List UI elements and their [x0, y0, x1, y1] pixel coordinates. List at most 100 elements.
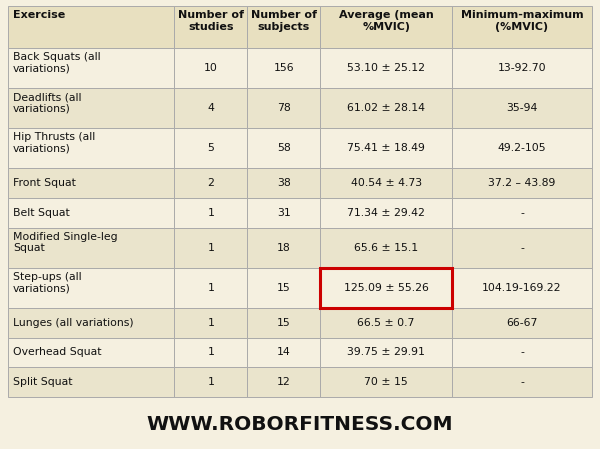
- Text: Split Squat: Split Squat: [13, 377, 73, 387]
- Bar: [247, 228, 320, 268]
- Text: 1: 1: [208, 318, 214, 328]
- Text: 14: 14: [277, 348, 291, 357]
- Bar: [320, 88, 452, 128]
- Bar: [175, 88, 247, 128]
- Bar: [8, 128, 175, 168]
- Text: 1: 1: [208, 283, 214, 293]
- Text: 15: 15: [277, 283, 291, 293]
- Bar: [320, 338, 452, 367]
- Bar: [452, 308, 592, 338]
- Bar: [247, 198, 320, 228]
- Bar: [452, 228, 592, 268]
- Bar: [8, 268, 175, 308]
- Bar: [320, 268, 452, 308]
- Text: 58: 58: [277, 143, 291, 153]
- Bar: [247, 88, 320, 128]
- Text: -: -: [520, 348, 524, 357]
- Text: Exercise: Exercise: [13, 10, 65, 20]
- Bar: [8, 88, 175, 128]
- Text: 125.09 ± 55.26: 125.09 ± 55.26: [344, 283, 428, 293]
- Bar: [8, 367, 175, 397]
- Text: Front Squat: Front Squat: [13, 178, 76, 188]
- Bar: [320, 308, 452, 338]
- Bar: [452, 198, 592, 228]
- Bar: [320, 48, 452, 88]
- Text: 75.41 ± 18.49: 75.41 ± 18.49: [347, 143, 425, 153]
- Text: 18: 18: [277, 243, 291, 253]
- Text: 1: 1: [208, 377, 214, 387]
- Text: Modified Single-leg
Squat: Modified Single-leg Squat: [13, 232, 118, 253]
- Bar: [247, 308, 320, 338]
- Text: 2: 2: [208, 178, 214, 188]
- Bar: [175, 338, 247, 367]
- Bar: [8, 48, 175, 88]
- Text: 40.54 ± 4.73: 40.54 ± 4.73: [350, 178, 422, 188]
- Bar: [247, 367, 320, 397]
- Text: Average (mean
%MVIC): Average (mean %MVIC): [339, 10, 434, 31]
- Bar: [247, 6, 320, 48]
- Text: Deadlifts (all
variations): Deadlifts (all variations): [13, 92, 82, 114]
- Bar: [320, 6, 452, 48]
- Text: 66-67: 66-67: [506, 318, 538, 328]
- Bar: [8, 338, 175, 367]
- Bar: [175, 228, 247, 268]
- Text: Belt Squat: Belt Squat: [13, 208, 70, 218]
- Bar: [175, 6, 247, 48]
- Text: 31: 31: [277, 208, 291, 218]
- Bar: [175, 198, 247, 228]
- Bar: [320, 228, 452, 268]
- Bar: [320, 198, 452, 228]
- Text: 15: 15: [277, 318, 291, 328]
- Text: Back Squats (all
variations): Back Squats (all variations): [13, 52, 101, 74]
- Text: -: -: [520, 243, 524, 253]
- Text: 10: 10: [204, 63, 218, 73]
- Text: 66.5 ± 0.7: 66.5 ± 0.7: [358, 318, 415, 328]
- Text: 5: 5: [208, 143, 214, 153]
- Bar: [175, 268, 247, 308]
- Text: 78: 78: [277, 103, 291, 113]
- Text: 156: 156: [274, 63, 294, 73]
- Bar: [175, 308, 247, 338]
- Bar: [320, 268, 452, 308]
- Bar: [452, 48, 592, 88]
- Text: Number of
subjects: Number of subjects: [251, 10, 317, 31]
- Bar: [175, 367, 247, 397]
- Text: Lunges (all variations): Lunges (all variations): [13, 318, 134, 328]
- Text: 35-94: 35-94: [506, 103, 538, 113]
- Text: 37.2 – 43.89: 37.2 – 43.89: [488, 178, 556, 188]
- Bar: [452, 128, 592, 168]
- Bar: [320, 128, 452, 168]
- Bar: [320, 168, 452, 198]
- Text: 70 ± 15: 70 ± 15: [364, 377, 408, 387]
- Text: Minimum-maximum
(%MVIC): Minimum-maximum (%MVIC): [461, 10, 583, 31]
- Bar: [452, 88, 592, 128]
- Text: 61.02 ± 28.14: 61.02 ± 28.14: [347, 103, 425, 113]
- Text: 1: 1: [208, 243, 214, 253]
- Text: Number of
studies: Number of studies: [178, 10, 244, 31]
- Text: 104.19-169.22: 104.19-169.22: [482, 283, 562, 293]
- Text: -: -: [520, 377, 524, 387]
- Text: 4: 4: [208, 103, 214, 113]
- Text: 71.34 ± 29.42: 71.34 ± 29.42: [347, 208, 425, 218]
- Bar: [452, 338, 592, 367]
- Bar: [247, 128, 320, 168]
- Text: 1: 1: [208, 208, 214, 218]
- Text: 13-92.70: 13-92.70: [497, 63, 546, 73]
- Bar: [320, 367, 452, 397]
- Text: 65.6 ± 15.1: 65.6 ± 15.1: [354, 243, 418, 253]
- Bar: [247, 168, 320, 198]
- Bar: [452, 268, 592, 308]
- Bar: [247, 338, 320, 367]
- Bar: [8, 198, 175, 228]
- Text: 49.2-105: 49.2-105: [497, 143, 546, 153]
- Text: 38: 38: [277, 178, 291, 188]
- Text: 12: 12: [277, 377, 291, 387]
- Text: Overhead Squat: Overhead Squat: [13, 348, 101, 357]
- Text: Step-ups (all
variations): Step-ups (all variations): [13, 272, 82, 293]
- Bar: [8, 228, 175, 268]
- Text: WWW.ROBORFITNESS.COM: WWW.ROBORFITNESS.COM: [146, 415, 454, 435]
- Text: 39.75 ± 29.91: 39.75 ± 29.91: [347, 348, 425, 357]
- Bar: [175, 48, 247, 88]
- Bar: [8, 308, 175, 338]
- Bar: [175, 168, 247, 198]
